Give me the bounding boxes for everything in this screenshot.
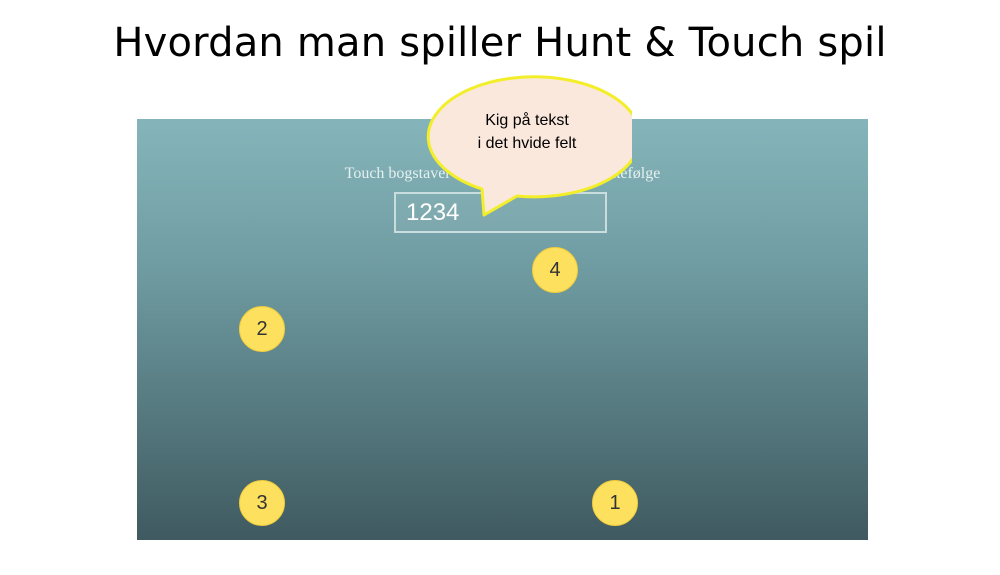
speech-bubble-callout: Kig på tekst i det hvide felt [422,72,632,222]
speech-bubble-shape [426,75,632,217]
number-ball-4[interactable]: 4 [532,247,578,293]
callout-line-1: Kig på tekst [485,112,569,129]
callout-text: Kig på tekst i det hvide felt [422,109,632,155]
slide-title: Hvordan man spiller Hunt & Touch spil [113,20,887,66]
callout-line-2: i det hvide felt [477,135,577,152]
number-ball-2[interactable]: 2 [239,306,285,352]
number-ball-3[interactable]: 3 [239,480,285,526]
number-ball-1[interactable]: 1 [592,480,638,526]
